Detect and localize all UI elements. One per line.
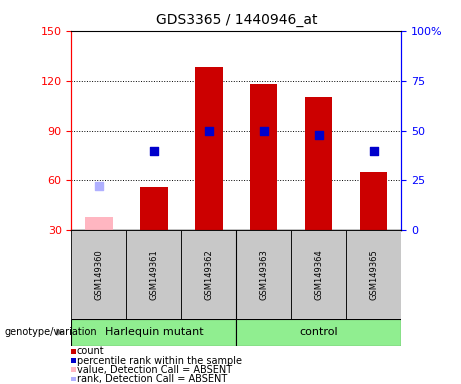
Bar <box>140 187 168 230</box>
Text: GSM149360: GSM149360 <box>95 249 103 300</box>
Text: genotype/variation: genotype/variation <box>5 327 97 337</box>
Point <box>95 184 103 190</box>
Text: GSM149365: GSM149365 <box>369 249 378 300</box>
Bar <box>305 97 332 230</box>
Text: GSM149364: GSM149364 <box>314 249 323 300</box>
Text: GSM149362: GSM149362 <box>204 249 213 300</box>
Point <box>315 131 322 137</box>
Text: rank, Detection Call = ABSENT: rank, Detection Call = ABSENT <box>77 374 227 384</box>
Bar <box>291 230 346 319</box>
Bar <box>71 319 236 346</box>
Text: GSM149363: GSM149363 <box>259 249 268 300</box>
Text: percentile rank within the sample: percentile rank within the sample <box>77 356 242 366</box>
Bar <box>71 230 126 319</box>
Point <box>150 147 158 154</box>
Bar <box>85 217 112 230</box>
Text: count: count <box>77 346 105 356</box>
Point <box>370 147 377 154</box>
Bar <box>126 230 181 319</box>
Bar <box>360 172 387 230</box>
Bar <box>236 319 401 346</box>
Title: GDS3365 / 1440946_at: GDS3365 / 1440946_at <box>155 13 317 27</box>
Text: value, Detection Call = ABSENT: value, Detection Call = ABSENT <box>77 365 232 375</box>
Bar <box>195 67 223 230</box>
Bar <box>250 84 278 230</box>
Bar <box>346 230 401 319</box>
Text: control: control <box>299 327 338 337</box>
Text: GSM149361: GSM149361 <box>149 249 159 300</box>
Text: Harlequin mutant: Harlequin mutant <box>105 327 203 337</box>
Point <box>205 127 213 134</box>
Bar <box>181 230 236 319</box>
Bar <box>236 230 291 319</box>
Point <box>260 127 267 134</box>
